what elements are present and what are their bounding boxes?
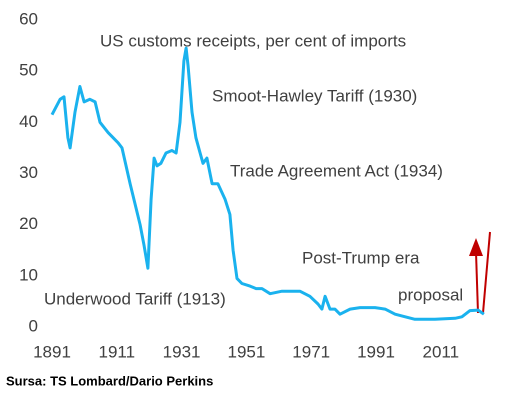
- x-tick-label: 1931: [163, 342, 201, 361]
- x-tick-label: 1891: [33, 342, 71, 361]
- source: Sursa: TS Lombard/Dario Perkins: [6, 373, 213, 388]
- arrow-line: [482, 231, 491, 314]
- x-tick-label: 1971: [292, 342, 330, 361]
- annotation: Underwood Tariff (1913): [44, 289, 226, 308]
- annotation: Trade Agreement Act (1934): [230, 161, 443, 180]
- annotation: Post-Trump era: [302, 248, 420, 267]
- x-tick-label: 2011: [423, 342, 460, 361]
- annotation: Smoot-Hawley Tariff (1930): [212, 86, 417, 105]
- y-tick-label: 50: [19, 61, 38, 80]
- y-tick-label: 60: [19, 9, 38, 28]
- annotation: proposal: [398, 285, 463, 304]
- x-tick-label: 1991: [357, 342, 395, 361]
- arrow-shaft: [475, 251, 479, 314]
- chart-title: US customs receipts, per cent of imports: [100, 31, 406, 50]
- y-tick-label: 0: [29, 316, 38, 335]
- line: [50, 46, 485, 321]
- arrow-head: [469, 238, 483, 256]
- y-tick-label: 30: [19, 163, 38, 182]
- y-tick-label: 40: [19, 112, 38, 131]
- y-tick-label: 10: [19, 265, 38, 284]
- y-tick-label: 20: [19, 214, 38, 233]
- x-tick-label: 1951: [227, 342, 265, 361]
- x-tick-label: 1911: [99, 342, 136, 361]
